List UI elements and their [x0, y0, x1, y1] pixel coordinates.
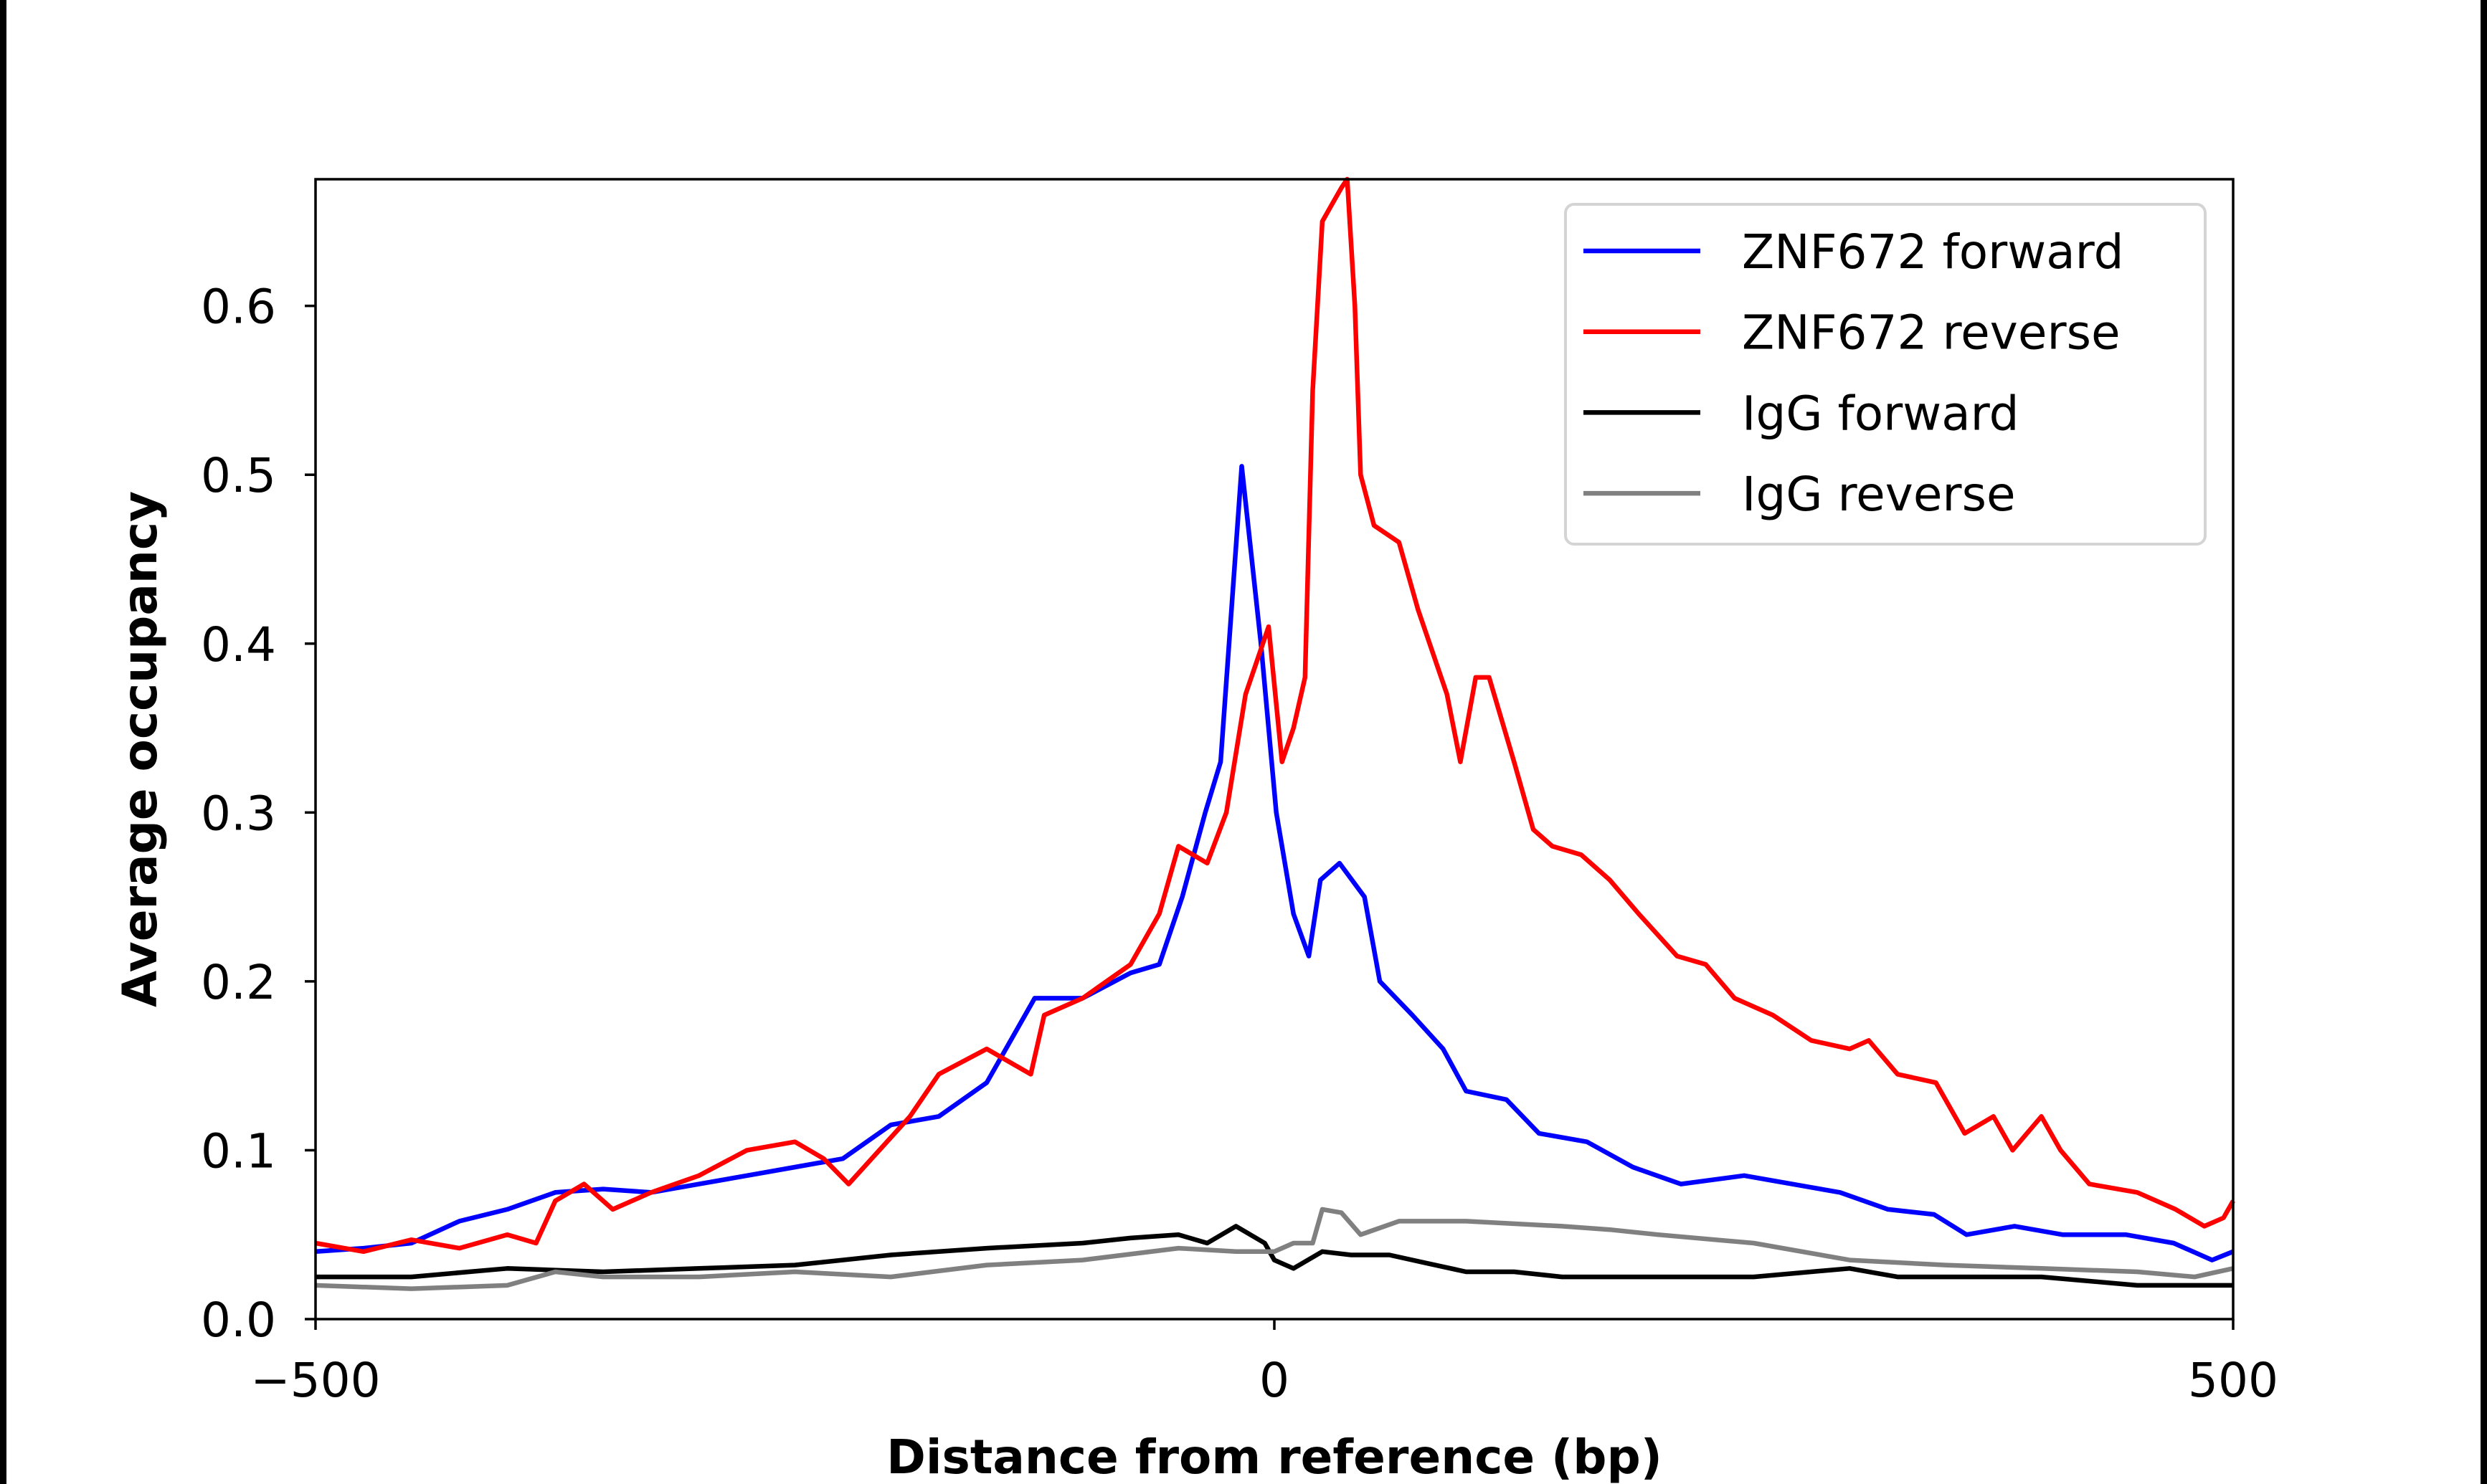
y-tick-label: 0.4	[201, 617, 276, 672]
y-tick-label: 0.1	[201, 1123, 276, 1179]
y-tick-label: 0.2	[201, 955, 276, 1010]
y-tick-label: 0.5	[201, 448, 276, 503]
right-border	[2481, 0, 2487, 1484]
x-tick-label: 500	[2188, 1353, 2278, 1408]
legend-label: ZNF672 forward	[1742, 224, 2124, 280]
y-tick-label: 0.3	[201, 786, 276, 841]
x-tick-label: −500	[250, 1353, 380, 1408]
legend-label: ZNF672 reverse	[1742, 305, 2121, 361]
left-border	[0, 0, 6, 1484]
y-axis: 0.0 0.1 0.2 0.3 0.4 0.5 0.6	[201, 280, 316, 1348]
legend-label: IgG forward	[1742, 386, 2019, 441]
y-axis-label: Average occupancy	[113, 491, 168, 1007]
legend-label: IgG reverse	[1742, 467, 2016, 522]
series-layer	[315, 176, 2235, 1291]
legend: ZNF672 forward ZNF672 reverse IgG forward I…	[1564, 203, 2207, 546]
series-line-igg-forward	[316, 1224, 2233, 1288]
legend-frame	[1564, 203, 2207, 546]
x-tick-label: 0	[1259, 1353, 1289, 1408]
y-tick-label: 0.6	[201, 280, 276, 335]
series-line-znf672-forward	[315, 464, 2235, 1262]
y-tick-label: 0.0	[201, 1293, 276, 1348]
x-axis-label: Distance from reference (bp)	[886, 1430, 1662, 1484]
series-line-znf672-reverse	[315, 176, 2235, 1255]
x-axis: −500 0 500	[250, 1319, 2278, 1408]
series-line-igg-reverse	[315, 1207, 2234, 1291]
